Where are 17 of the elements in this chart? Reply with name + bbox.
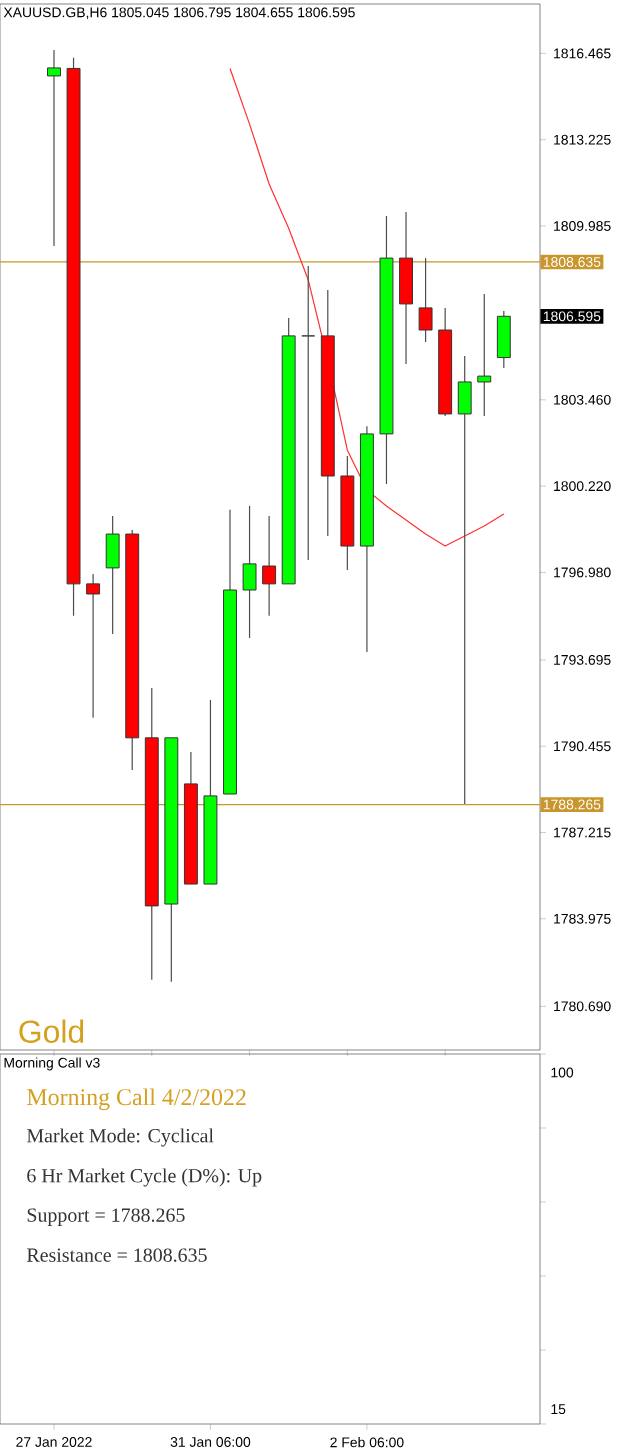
text: Resistance = 1808.635 (26, 1248, 207, 1262)
candlestick (47, 49, 61, 247)
candlestick (242, 505, 257, 639)
text: Market Mode: Cyclical (26, 1128, 214, 1147)
candlestick (418, 257, 433, 343)
candlestick (399, 211, 413, 365)
candlestick (300, 265, 316, 561)
candlestick (477, 293, 492, 417)
candlestick (105, 515, 120, 635)
candlestick (86, 573, 101, 719)
text: Morning Call 4/2/2022 (27, 1088, 246, 1111)
candlestick (496, 310, 511, 369)
annotation: Gold (19, 1019, 84, 1043)
text: Support = 1788.265 (27, 1208, 185, 1226)
candlestick (262, 515, 277, 617)
text: 6 Hr Market Cycle (D%): Up (27, 1168, 262, 1187)
candlestick (457, 355, 472, 805)
